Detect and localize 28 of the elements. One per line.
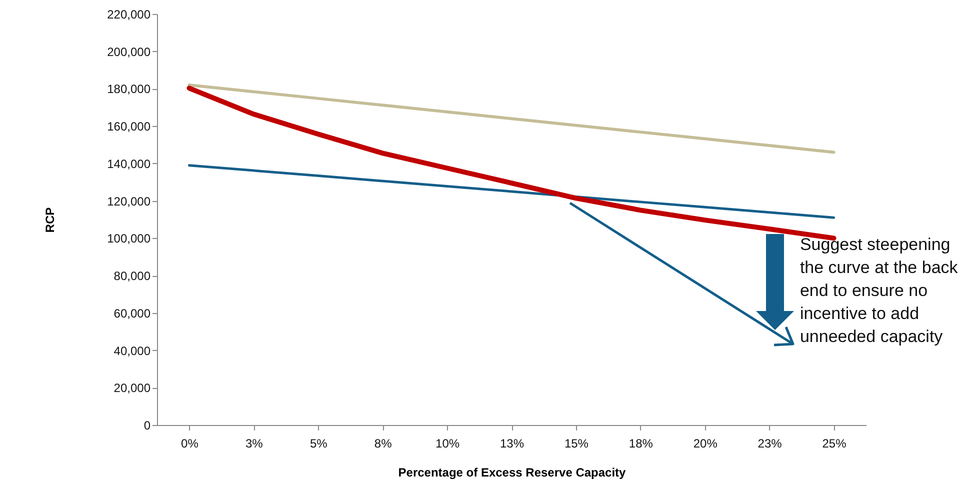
y-tick-label: 220,000 <box>107 8 151 22</box>
x-tick-label: 0% <box>181 436 199 450</box>
y-tick-label: 20,000 <box>114 381 151 396</box>
y-tick-label: 100,000 <box>107 232 151 246</box>
y-tick-label: 80,000 <box>114 269 151 284</box>
y-tick-label: 0 <box>144 418 151 432</box>
y-tick-label: 120,000 <box>107 194 151 208</box>
x-tick-label: 18% <box>628 436 654 450</box>
x-axis-title: Percentage of Excess Reserve Capacity <box>398 466 626 480</box>
y-tick-label: 180,000 <box>107 82 151 96</box>
y-tick-label: 40,000 <box>114 344 151 358</box>
x-tick-label: 23% <box>758 436 782 450</box>
x-tick-label: 8% <box>374 436 392 450</box>
line-series <box>188 164 836 219</box>
x-tick-label: 25% <box>822 436 847 450</box>
x-tick-label: 3% <box>246 436 264 450</box>
line-series <box>188 83 836 154</box>
annotation: Suggest steepening the curve at the back end to ensure no incentive to add unneeded capacity <box>800 234 959 348</box>
y-tick-label: 60,000 <box>114 306 151 320</box>
y-axis-title: RCP <box>43 207 58 233</box>
y-tick-label: 140,000 <box>107 156 151 171</box>
y-tick-label: 160,000 <box>107 120 151 134</box>
x-tick-label: 5% <box>310 436 328 450</box>
y-tick-label: 200,000 <box>107 44 151 59</box>
x-tick-label: 13% <box>500 436 524 450</box>
x-tick-label: 15% <box>564 436 589 450</box>
x-tick-label: 10% <box>436 436 460 450</box>
x-tick-label: 20% <box>693 436 718 450</box>
